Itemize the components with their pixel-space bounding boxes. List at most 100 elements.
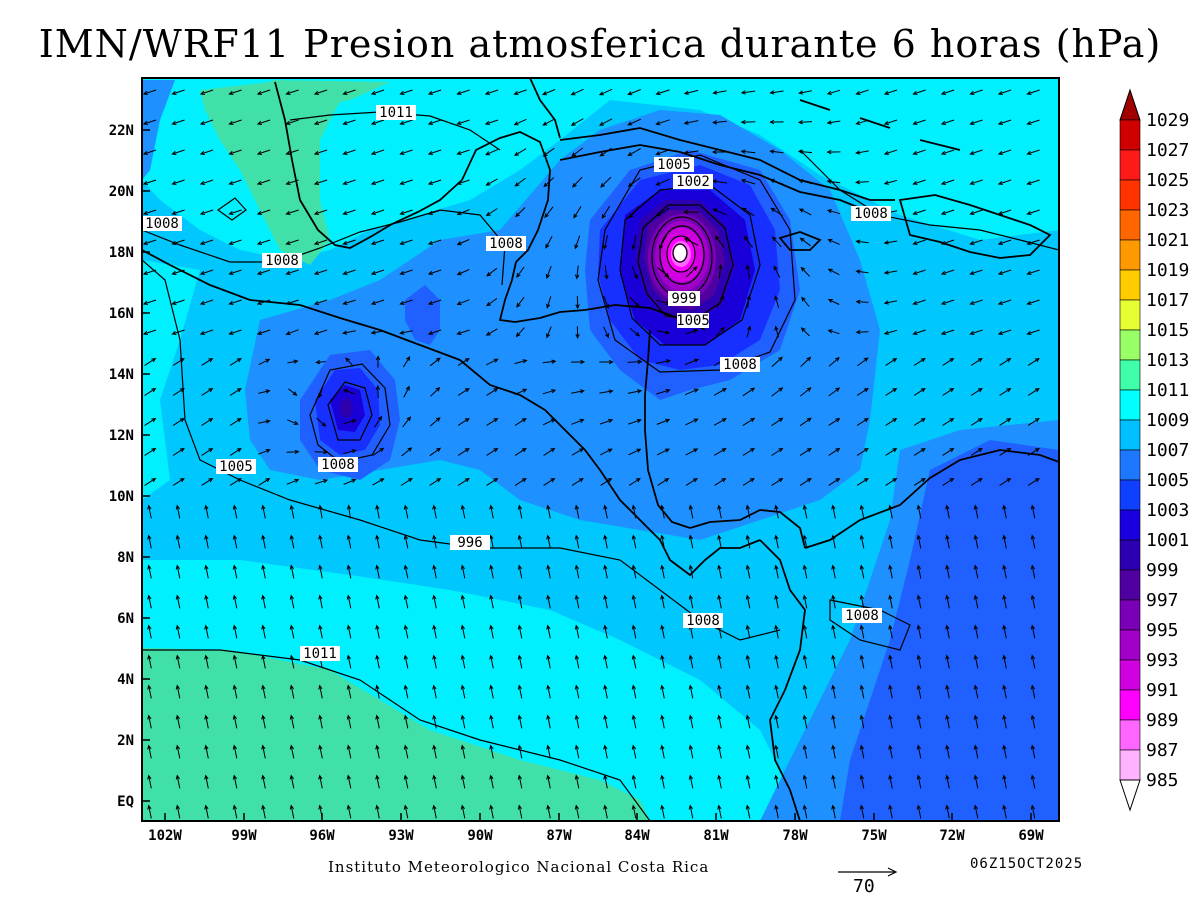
wind-arrow [375,714,380,729]
wind-arrow [261,714,266,729]
wind-arrow [318,594,323,609]
wind-arrow [489,534,494,549]
wind-arrow [285,209,299,215]
wind-arrow [375,744,380,759]
wind-arrow [232,774,238,789]
wind-arrow [199,149,214,155]
wind-arrow [204,504,209,519]
wind-arrow [285,89,299,95]
wind-arrow [516,266,525,278]
wind-arrow [403,624,409,639]
wind-arrow [147,714,152,729]
svg-text:1011: 1011 [379,105,413,121]
wind-arrow [657,330,671,335]
wind-arrow [1026,269,1040,275]
wind-arrow [370,179,385,185]
field-1007-west [142,80,175,180]
wind-arrow [486,418,499,426]
wind-arrow [774,504,779,519]
colorbar-label: 1025 [1146,170,1189,191]
wind-arrow [427,269,442,275]
wind-arrow [315,359,326,365]
wind-arrow [147,654,152,669]
wind-arrow [774,654,779,669]
wind-arrow [543,478,556,486]
lat-label: 10N [109,489,134,505]
wind-arrow [199,179,214,185]
wind-arrow [346,534,352,549]
lat-label: 20N [109,184,134,200]
wind-arrow [543,448,556,456]
wind-arrow [885,448,898,456]
isobar-1008-pacific [142,259,781,641]
map-title: IMN/WRF11 Presion atmosferica durante 6 … [38,22,1162,66]
wind-arrow [912,269,926,275]
wind-arrow [342,179,356,185]
wind-arrow [913,418,926,426]
wind-arrow [627,148,641,156]
wind-arrow [831,534,836,549]
wind-arrow [432,624,437,639]
wind-arrow [828,387,841,397]
wind-arrow [742,447,755,456]
coastline-pacific-central-america [459,359,761,577]
wind-arrow [711,149,727,155]
wind-arrow [201,478,214,486]
wind-arrow [771,447,784,456]
wind-arrow [799,448,812,456]
wind-arrow [1030,744,1036,759]
wind-arrow [885,358,898,366]
wind-arrow [172,448,185,456]
wind-arrow [489,594,494,609]
wind-arrow [261,804,266,819]
longitude-axis [164,813,1032,821]
wind-arrow [685,477,699,486]
wind-arrow [574,594,580,609]
wind-arrow [543,177,555,188]
map-frame [141,77,1060,822]
wind-arrow [940,269,955,275]
wind-arrow [342,330,356,335]
colorbar-label: 999 [1146,560,1179,581]
svg-text:1005: 1005 [676,313,710,329]
colorbar-bottom-arrow [1119,779,1141,812]
wind-arrow [769,90,784,95]
wind-arrow [517,594,523,609]
wind-arrow [888,654,893,669]
wind-arrow [346,804,352,819]
wind-arrow [916,654,922,669]
wind-arrow [147,744,152,759]
wind-arrow [370,89,385,95]
wind-arrow [285,119,299,125]
wind-arrow [604,265,609,280]
svg-text:1008: 1008 [265,253,299,269]
wind-arrow [147,504,152,519]
wind-arrow [888,594,893,609]
wind-arrow [746,325,752,338]
colorbar-label: 1007 [1146,440,1189,461]
wind-arrow [628,478,641,486]
wind-arrow [517,684,523,699]
wind-arrow [199,89,214,95]
wind-arrow [945,594,950,609]
wind-arrow [660,804,665,819]
colorbar-swatch [1119,689,1141,721]
wind-arrow [370,149,385,155]
wind-arrow [256,299,271,305]
wind-arrow [401,447,413,457]
lat-label: 6N [117,611,134,627]
wind-arrow [774,564,779,579]
wind-arrow [171,179,185,185]
wind-arrow [631,654,637,669]
wind-arrow [655,89,670,96]
wind-arrow [286,449,300,455]
wind-arrow [204,564,209,579]
wind-arrow [888,564,893,579]
wind-arrow [599,359,614,365]
wind-arrow [228,239,242,245]
wind-arrow [916,594,922,609]
wind-arrow [261,654,266,669]
wind-arrow [1026,119,1040,125]
wind-arrow [831,774,836,789]
lat-label: 12N [109,428,134,444]
